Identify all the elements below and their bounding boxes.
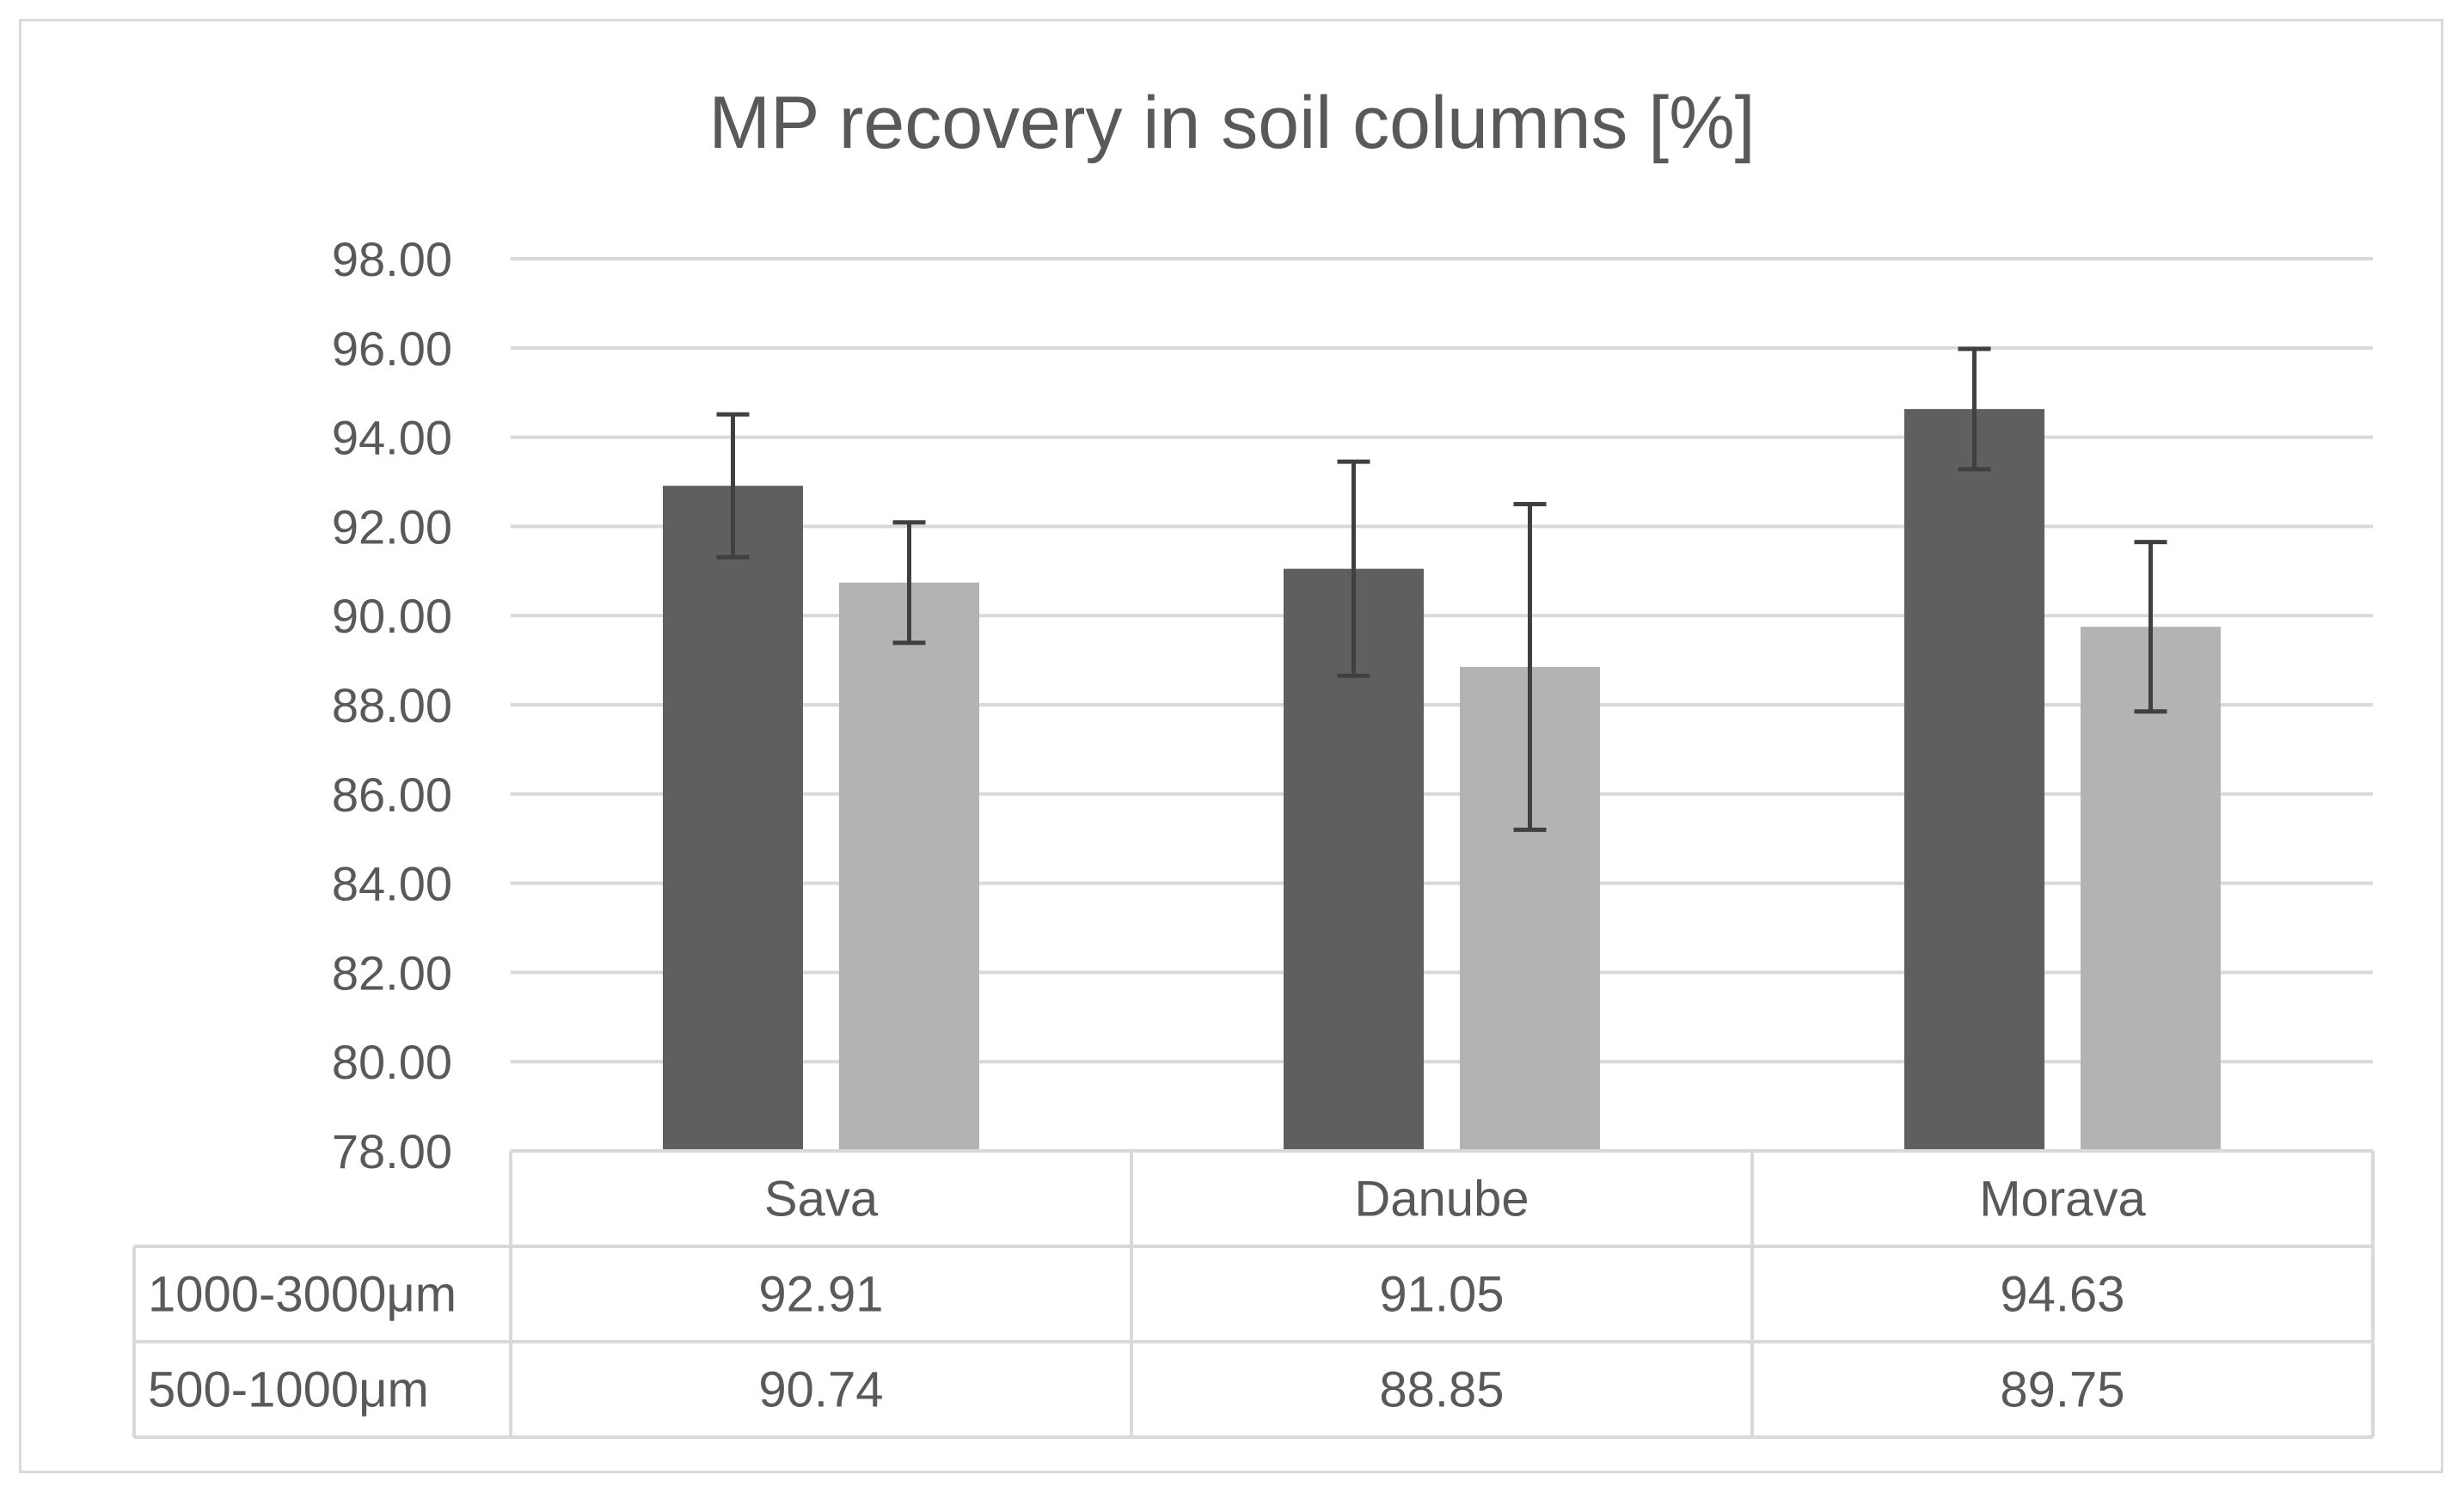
y-tick-label: 80.00 (332, 1035, 452, 1089)
table-value: 94.63 (2000, 1267, 2124, 1323)
error-bar (2134, 540, 2167, 714)
data-table: Sava Danube Morava 1000-3000μm 92.91 91.05 94.… (132, 1149, 2375, 1439)
y-tick-label: 96.00 (332, 321, 452, 376)
y-axis-tick-labels: 78.00 80.00 82.00 84.00 86.00 88.00 90.00 92.00… (332, 232, 452, 1178)
bar-0-0 (663, 486, 803, 1151)
table-value: 91.05 (1379, 1267, 1504, 1323)
bar-1-2 (2081, 627, 2221, 1151)
bar-1-0 (839, 582, 979, 1151)
table-value: 89.75 (2000, 1362, 2124, 1418)
y-tick-label: 90.00 (332, 589, 452, 643)
y-tick-label: 94.00 (332, 411, 452, 465)
bars (663, 408, 2221, 1151)
y-tick-label: 82.00 (332, 945, 452, 1000)
category-label: Danube (1354, 1172, 1529, 1227)
bar-0-2 (1904, 408, 2044, 1151)
category-label: Morava (1979, 1172, 2146, 1227)
y-tick-label: 86.00 (332, 768, 452, 822)
error-bar (1337, 459, 1370, 678)
series-label: 1000-3000μm (148, 1267, 457, 1323)
y-tick-label: 88.00 (332, 678, 452, 732)
y-tick-label: 78.00 (332, 1124, 452, 1178)
error-bar (892, 520, 926, 646)
gridlines (511, 257, 2373, 1064)
table-value: 88.85 (1379, 1362, 1504, 1418)
y-tick-label: 98.00 (332, 232, 452, 286)
category-label: Sava (764, 1172, 879, 1227)
chart-frame (19, 19, 2443, 1473)
table-value: 92.91 (758, 1267, 883, 1323)
table-value: 90.74 (758, 1362, 883, 1418)
error-bars (716, 346, 2167, 832)
error-bar (716, 412, 750, 560)
error-bar (1513, 501, 1547, 832)
y-tick-label: 84.00 (332, 857, 452, 911)
series-label: 500-1000μm (148, 1362, 429, 1418)
error-bar (1958, 346, 1991, 472)
chart-title: MP recovery in soil columns [%] (708, 82, 1755, 164)
y-tick-label: 92.00 (332, 499, 452, 554)
